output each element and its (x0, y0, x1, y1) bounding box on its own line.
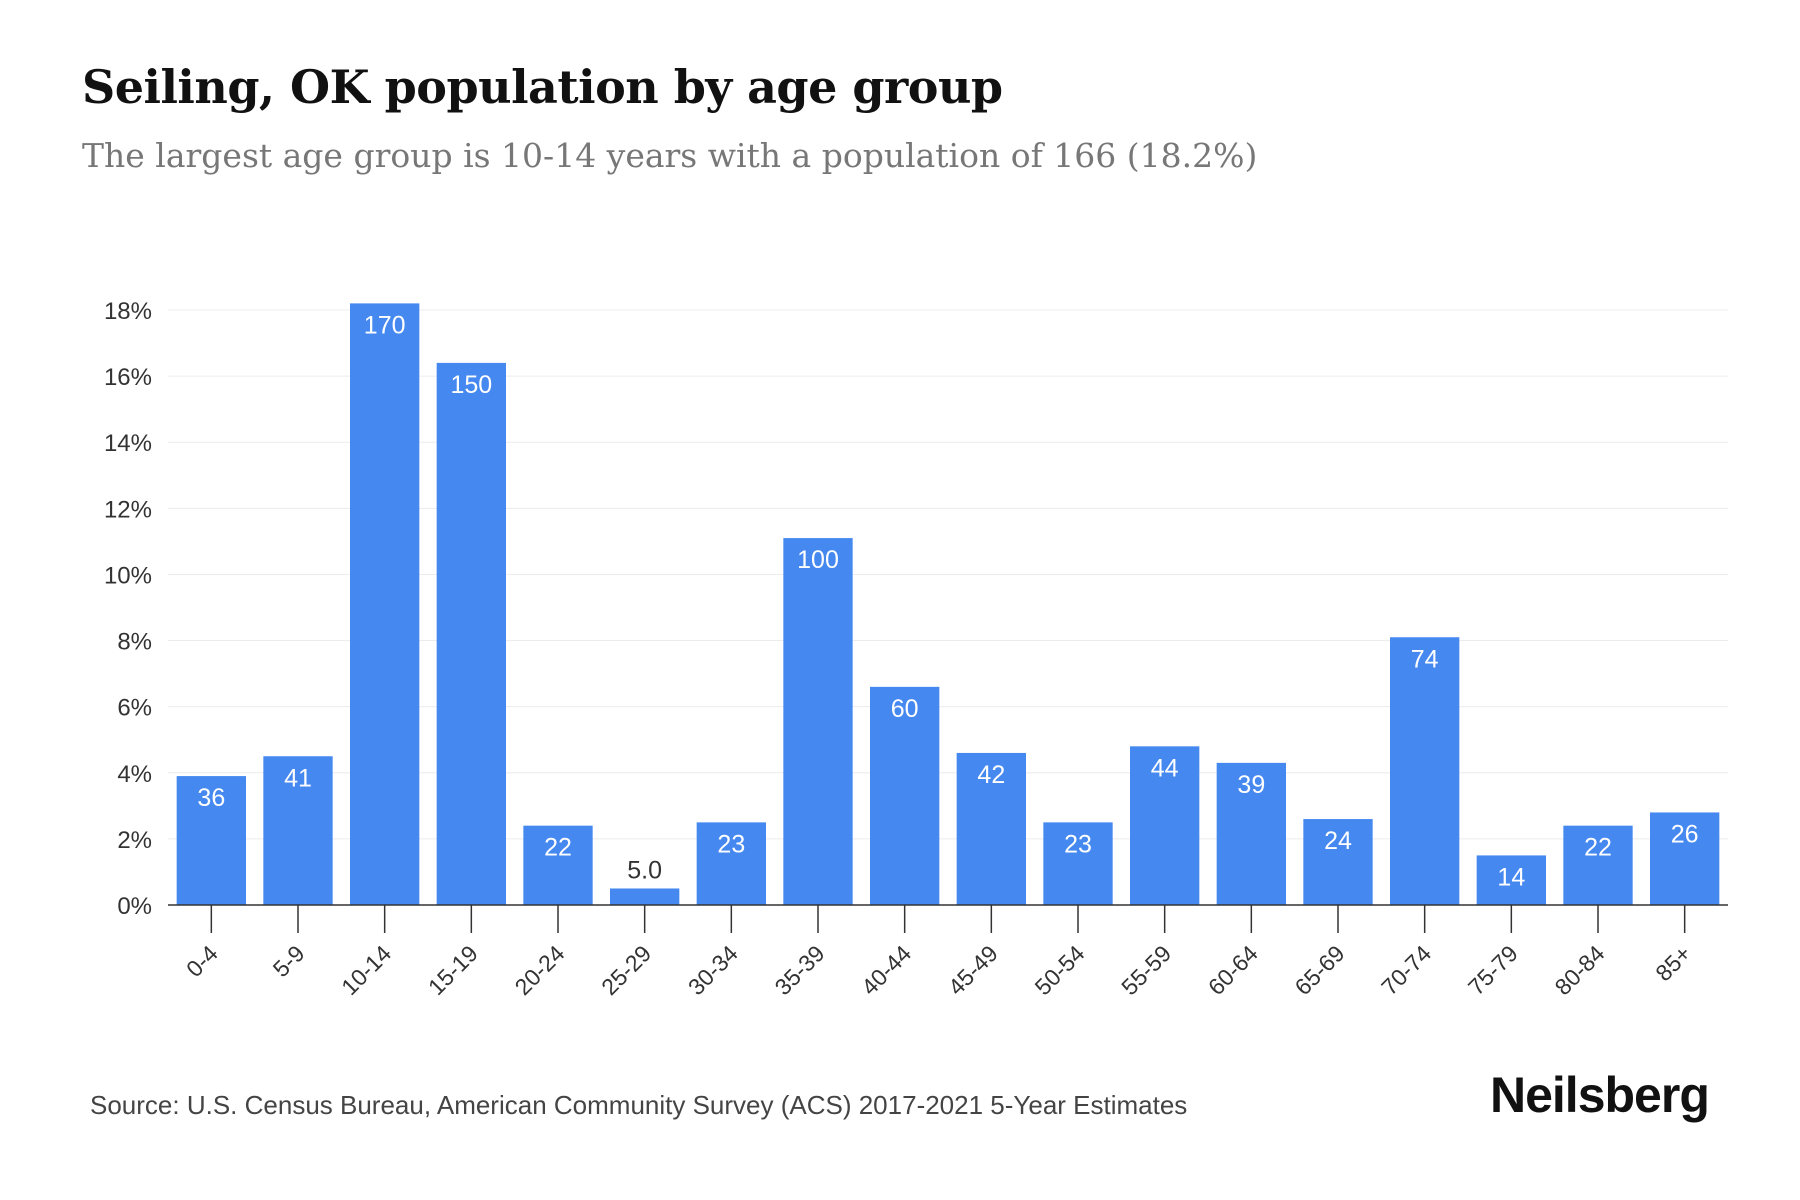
y-tick-label: 18% (104, 298, 152, 325)
bar-value-label: 14 (1497, 863, 1525, 891)
bar-value-label: 36 (197, 784, 225, 812)
x-tick-label: 75-79 (1463, 940, 1523, 1000)
x-tick-label: 30-34 (683, 940, 743, 1000)
x-tick-label: 10-14 (336, 940, 396, 1000)
y-tick-label: 8% (117, 629, 152, 656)
bar-value-label: 170 (364, 311, 406, 339)
y-tick-label: 14% (104, 430, 152, 457)
x-tick-label: 40-44 (856, 940, 916, 1000)
x-tick-label: 45-49 (943, 940, 1003, 1000)
bar (176, 776, 246, 905)
bar-value-label: 5.0 (627, 856, 662, 884)
bar (1476, 855, 1546, 905)
x-tick-label: 0-4 (181, 940, 223, 982)
x-tick-label: 25-29 (596, 940, 656, 1000)
x-tick-label: 5-9 (268, 940, 310, 982)
bar (436, 362, 506, 905)
source-note: Source: U.S. Census Bureau, American Com… (90, 1090, 1188, 1120)
bar-value-label: 24 (1324, 827, 1352, 855)
bar (523, 825, 593, 905)
x-tick-label: 15-19 (423, 940, 483, 1000)
y-tick-label: 10% (104, 562, 152, 589)
chart-subtitle: The largest age group is 10-14 years wit… (82, 136, 1258, 175)
bar (696, 822, 766, 905)
y-tick-label: 4% (117, 761, 152, 788)
bar (1130, 746, 1200, 905)
gridlines (168, 309, 1728, 840)
brand-logo: Neilsberg (1490, 1067, 1710, 1123)
bar (610, 888, 680, 905)
bar-value-label: 42 (977, 761, 1005, 789)
bar-value-label: 26 (1671, 820, 1699, 848)
x-tick-label: 50-54 (1030, 940, 1090, 1000)
bar (956, 752, 1026, 905)
y-tick-label: 0% (117, 893, 152, 920)
y-tick-label: 16% (104, 364, 152, 391)
x-tick-label: 35-39 (770, 940, 830, 1000)
bar-value-label: 41 (284, 764, 312, 792)
y-tick-label: 12% (104, 496, 152, 523)
x-tick-label: 60-64 (1203, 940, 1263, 1000)
bar-value-label: 23 (717, 830, 745, 858)
x-tick-label: 20-24 (510, 940, 570, 1000)
bar (1303, 819, 1373, 905)
x-tick-label: 85+ (1650, 940, 1696, 986)
bar (1650, 812, 1720, 905)
bar (1216, 762, 1286, 905)
x-tick-label: 65-69 (1290, 940, 1350, 1000)
x-axis: 0-4 5-9 10-14 15-19 20-24 25-29 30-34 35-39 40-4… (168, 904, 1728, 1000)
chart-title: Seiling, OK population by age group (82, 60, 1003, 114)
x-tick-label: 55-59 (1116, 940, 1176, 1000)
bar-value-label: 23 (1064, 830, 1092, 858)
bar-value-label: 39 (1237, 771, 1265, 799)
bar-value-label: 44 (1151, 754, 1179, 782)
bar-value-label: 22 (1584, 834, 1612, 862)
bar-value-label: 74 (1411, 645, 1439, 673)
bar (783, 538, 853, 905)
bar (870, 686, 940, 905)
bar-value-label: 60 (891, 695, 919, 723)
bar-value-label: 100 (797, 546, 839, 574)
bar-value-label: 150 (450, 371, 492, 399)
x-tick-label: 80-84 (1550, 940, 1610, 1000)
bar (1043, 822, 1113, 905)
bar (1390, 637, 1460, 905)
bar-value-label: 22 (544, 834, 572, 862)
x-tick-label: 70-74 (1376, 940, 1436, 1000)
y-tick-label: 2% (117, 827, 152, 854)
bars: 36 41 170 150 22 5.0 23 100 60 42 23 44 39 24 74 14 22 26 (176, 303, 1720, 905)
y-tick-label: 6% (117, 695, 152, 722)
bar (1563, 825, 1633, 905)
y-axis: 0% 2% 4% 6% 8% 10% 12% 14% 16% 18% (104, 298, 152, 920)
bar (263, 756, 333, 905)
bar (350, 303, 420, 905)
